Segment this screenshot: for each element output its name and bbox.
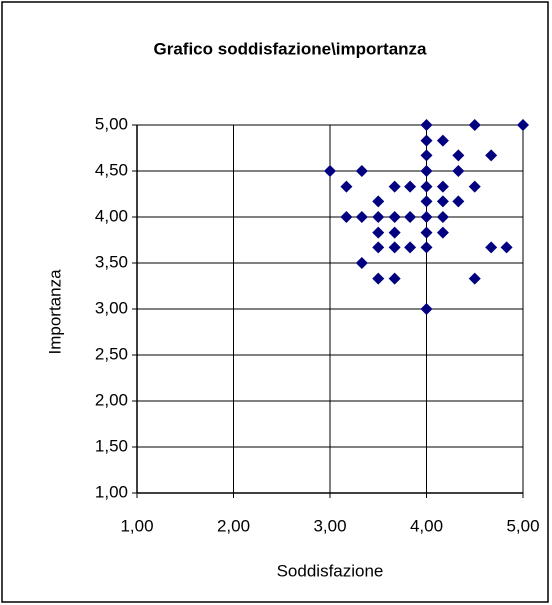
point (420, 134, 433, 147)
y-tick-label: 4,00 (95, 206, 128, 225)
point (388, 272, 401, 285)
point (420, 165, 433, 177)
point (404, 241, 417, 254)
point (485, 149, 498, 162)
point (468, 119, 481, 131)
point (340, 180, 353, 193)
x-axis-label: Soddisfazione (277, 561, 384, 580)
point (436, 134, 449, 147)
x-tick-label: 4,00 (410, 516, 443, 535)
point (468, 180, 481, 193)
y-axis-label: Importanza (45, 269, 64, 355)
point (452, 195, 465, 208)
point (420, 180, 433, 193)
y-tick-label: 2,50 (95, 344, 128, 363)
point (436, 195, 449, 208)
y-tick-label: 4,50 (95, 160, 128, 179)
point (420, 195, 433, 208)
point (372, 195, 385, 208)
x-tick-label: 2,00 (217, 516, 250, 535)
point (517, 119, 529, 131)
point (355, 211, 368, 223)
y-tick-label: 3,00 (95, 298, 128, 317)
y-tick-label: 1,50 (95, 436, 128, 455)
point (388, 241, 401, 254)
y-tick-label: 5,00 (95, 114, 128, 133)
point (420, 241, 433, 254)
point (436, 226, 449, 239)
y-tick-label: 2,00 (95, 390, 128, 409)
y-tick-label: 1,00 (95, 482, 128, 501)
point (420, 226, 433, 239)
point (420, 119, 433, 131)
point (404, 180, 417, 193)
point (452, 149, 465, 162)
point (388, 226, 401, 239)
point (324, 165, 336, 177)
x-tick-label: 1,00 (120, 516, 153, 535)
point (355, 257, 368, 269)
point (355, 165, 368, 177)
point (485, 241, 498, 254)
point (340, 211, 353, 223)
y-tick-label: 3,50 (95, 252, 128, 271)
point (468, 272, 481, 285)
point (388, 211, 401, 223)
x-tick-label: 5,00 (506, 516, 539, 535)
point (372, 241, 385, 254)
point (500, 241, 513, 254)
point (436, 180, 449, 193)
point (372, 226, 385, 239)
point (372, 272, 385, 285)
point (420, 303, 433, 315)
point (420, 149, 433, 162)
point (388, 180, 401, 193)
point (404, 211, 417, 223)
point (420, 211, 433, 223)
point (372, 211, 385, 223)
point (452, 165, 465, 177)
point (436, 211, 449, 223)
x-tick-label: 3,00 (313, 516, 346, 535)
chart-title: Grafico soddisfazione\importanza (154, 39, 428, 58)
